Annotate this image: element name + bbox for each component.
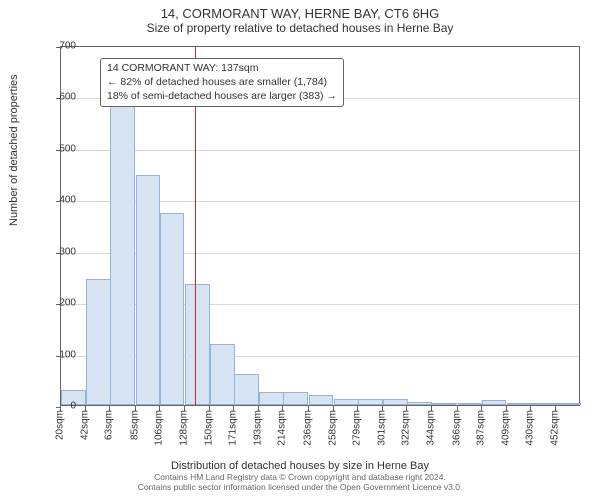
- xtick-label: 366sqm: [451, 410, 462, 446]
- xtick-label: 42sqm: [80, 410, 91, 440]
- xtick-label: 430sqm: [525, 410, 536, 446]
- gridline: [61, 150, 579, 151]
- annotation-line-1: 14 CORMORANT WAY: 137sqm: [107, 61, 337, 75]
- ytick-label: 300: [46, 246, 76, 257]
- histogram-bar: [283, 392, 308, 405]
- xtick-label: 20sqm: [55, 410, 66, 440]
- xtick-label: 106sqm: [153, 410, 164, 446]
- xtick-label: 214sqm: [277, 410, 288, 446]
- histogram-bar: [358, 399, 383, 405]
- y-axis-label: Number of detached properties: [8, 74, 20, 226]
- histogram-bar: [309, 395, 334, 405]
- xtick-label: 63sqm: [104, 410, 115, 440]
- xtick-label: 387sqm: [475, 410, 486, 446]
- histogram-bar: [432, 403, 457, 405]
- histogram-bar: [407, 402, 432, 405]
- histogram-bar: [234, 374, 259, 405]
- ytick-label: 700: [46, 41, 76, 52]
- chart-subtitle: Size of property relative to detached ho…: [0, 21, 600, 39]
- xtick-label: 193sqm: [253, 410, 264, 446]
- histogram-bar: [259, 392, 284, 405]
- histogram-bar: [556, 403, 581, 405]
- xtick-label: 128sqm: [178, 410, 189, 446]
- histogram-bar: [210, 344, 235, 405]
- histogram-bar: [507, 403, 532, 405]
- footer-line-2: Contains public sector information licen…: [0, 482, 600, 492]
- xtick-label: 344sqm: [426, 410, 437, 446]
- histogram-bar: [531, 403, 556, 405]
- plot-area: 14 CORMORANT WAY: 137sqm ← 82% of detach…: [60, 46, 580, 406]
- ytick-label: 400: [46, 195, 76, 206]
- xtick-label: 85sqm: [129, 410, 140, 440]
- xtick-label: 236sqm: [302, 410, 313, 446]
- ytick-label: 500: [46, 143, 76, 154]
- x-axis-label: Distribution of detached houses by size …: [0, 460, 600, 472]
- ytick-label: 600: [46, 92, 76, 103]
- footer-note: Contains HM Land Registry data © Crown c…: [0, 472, 600, 492]
- histogram-bar: [334, 399, 359, 405]
- footer-line-1: Contains HM Land Registry data © Crown c…: [0, 472, 600, 482]
- xtick-label: 258sqm: [327, 410, 338, 446]
- xtick-label: 301sqm: [377, 410, 388, 446]
- annotation-line-2: ← 82% of detached houses are smaller (1,…: [107, 75, 337, 89]
- xtick-label: 171sqm: [228, 410, 239, 446]
- histogram-bar: [482, 400, 507, 405]
- histogram-bar: [160, 213, 185, 405]
- ytick-label: 100: [46, 349, 76, 360]
- histogram-bar: [458, 403, 483, 405]
- chart-title: 14, CORMORANT WAY, HERNE BAY, CT6 6HG: [0, 0, 600, 21]
- histogram-bar: [136, 175, 161, 405]
- annotation-box: 14 CORMORANT WAY: 137sqm ← 82% of detach…: [100, 58, 344, 107]
- ytick-label: 0: [46, 401, 76, 412]
- xtick-label: 409sqm: [500, 410, 511, 446]
- histogram-bar: [86, 279, 111, 405]
- histogram-bar: [185, 284, 210, 405]
- xtick-label: 279sqm: [351, 410, 362, 446]
- chart-container: 14, CORMORANT WAY, HERNE BAY, CT6 6HG Si…: [0, 0, 600, 500]
- histogram-bar: [110, 102, 135, 405]
- xtick-label: 150sqm: [204, 410, 215, 446]
- histogram-bar: [383, 399, 408, 405]
- xtick-label: 322sqm: [401, 410, 412, 446]
- annotation-line-3: 18% of semi-detached houses are larger (…: [107, 89, 337, 103]
- ytick-label: 200: [46, 298, 76, 309]
- xtick-label: 452sqm: [550, 410, 561, 446]
